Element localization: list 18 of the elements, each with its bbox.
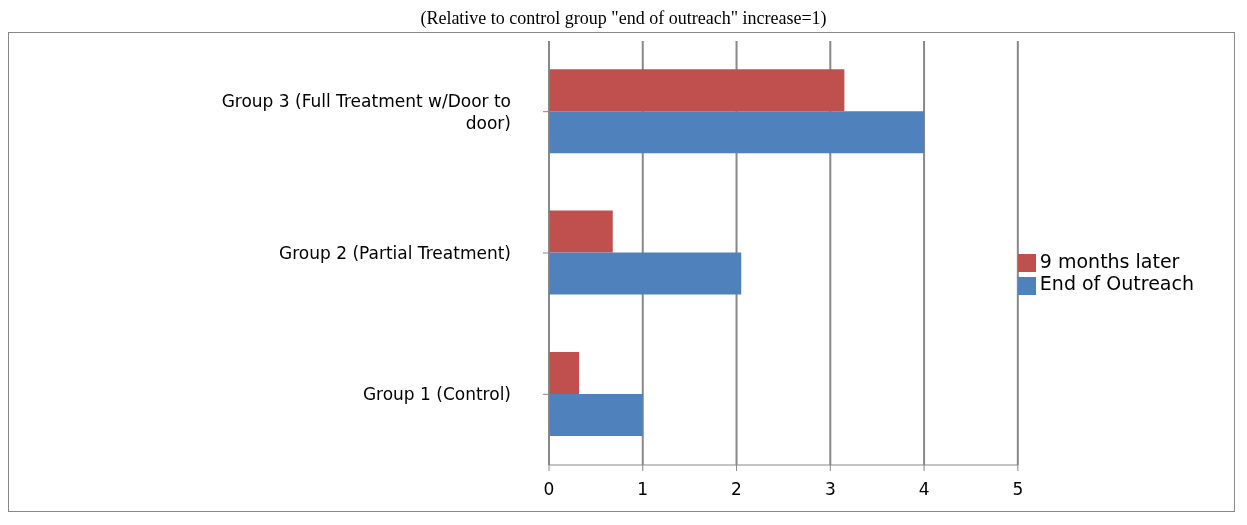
bar bbox=[549, 69, 845, 112]
bar bbox=[549, 210, 613, 253]
y-tick-label: Group 3 (Full Treatment w/Door to door) bbox=[221, 90, 511, 133]
bar bbox=[549, 393, 643, 436]
y-tick-label: Group 1 (Control) bbox=[362, 384, 511, 405]
x-tick-label: 0 bbox=[543, 479, 555, 500]
x-tick-label: 2 bbox=[731, 479, 742, 500]
bar bbox=[549, 111, 925, 154]
legend-label: 9 months later bbox=[1039, 249, 1180, 272]
x-tick-label: 4 bbox=[918, 479, 930, 500]
chart-subtitle: (Relative to control group "end of outreach" increase=1) bbox=[419, 8, 828, 30]
bar bbox=[549, 252, 742, 295]
legend-label: End of Outreach bbox=[1039, 272, 1194, 294]
y-tick-label: Group 2 (Partial Treatment) bbox=[279, 243, 511, 263]
x-tick-label: 1 bbox=[637, 479, 649, 500]
bar bbox=[549, 351, 580, 394]
x-tick-label: 3 bbox=[824, 479, 836, 500]
x-tick-label: 5 bbox=[1012, 479, 1024, 500]
